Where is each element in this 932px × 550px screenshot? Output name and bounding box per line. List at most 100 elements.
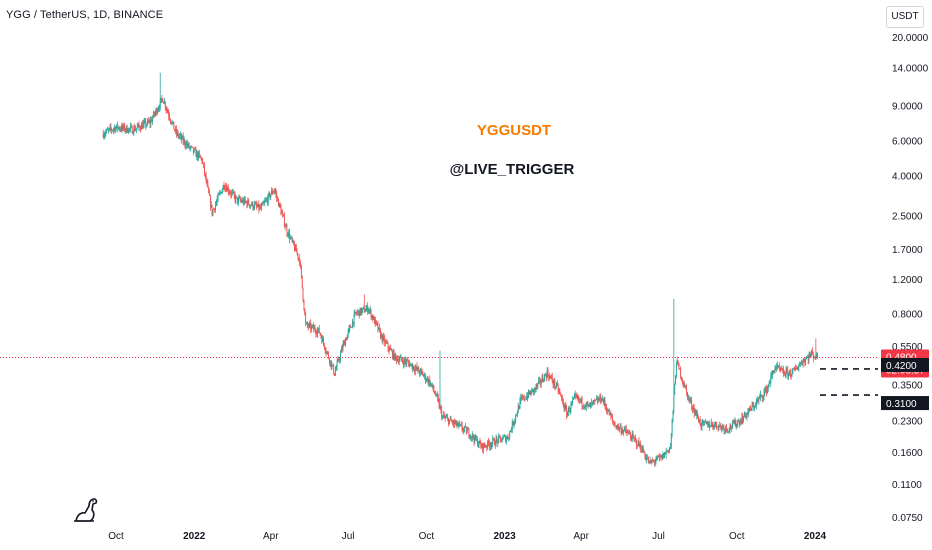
candle-body (646, 458, 648, 460)
candle-body (743, 412, 745, 418)
candle-body (136, 126, 138, 129)
candle-body (326, 351, 328, 353)
candle-body (232, 192, 234, 193)
candle-body (483, 443, 485, 447)
candle-body (601, 398, 603, 401)
candle-body (475, 435, 477, 440)
candle-body (635, 438, 637, 440)
candle-body (516, 414, 517, 416)
candle-body (186, 143, 188, 146)
x-tick-label: 2023 (493, 531, 516, 542)
candle-body (436, 394, 438, 398)
candle-body (556, 383, 558, 386)
candle-body (266, 199, 267, 201)
candle-body (608, 409, 610, 416)
candle-body (647, 458, 649, 463)
candle-body (715, 421, 716, 425)
candle-body (380, 334, 382, 338)
candle-body (481, 443, 483, 447)
candle-body (202, 161, 204, 164)
candle-body (530, 391, 532, 395)
candle-body (158, 108, 159, 111)
candle-body (492, 438, 494, 444)
x-tick-label: Jul (342, 531, 355, 542)
candle-body (198, 152, 199, 159)
candle-body (609, 413, 611, 416)
candle-body (446, 417, 448, 419)
candle-body (508, 437, 510, 440)
candle-body (675, 376, 676, 385)
candle-body (420, 369, 422, 371)
currency-button[interactable]: USDT (886, 6, 924, 28)
candle-body (437, 397, 439, 401)
candle-body (565, 405, 567, 409)
candle-body (580, 398, 582, 402)
symbol-header[interactable]: YGG / TetherUS, 1D, BINANCE (6, 9, 164, 21)
y-tick-label: 20.0000 (892, 33, 929, 44)
candle-body (356, 312, 358, 314)
candle-body (371, 315, 373, 318)
candle-body (738, 421, 739, 422)
tradingview-dino-icon[interactable] (72, 494, 98, 529)
candle-body (695, 411, 697, 416)
candle-body (665, 451, 667, 455)
time-axis[interactable]: Oct 2022 Apr Jul Oct 2023 Apr Jul Oct 2024 (108, 531, 826, 542)
candle-body (710, 422, 712, 427)
candle-body (623, 430, 625, 433)
candle-body (453, 420, 455, 424)
candle-body (421, 370, 423, 373)
candle-body (241, 200, 243, 203)
candle-body (322, 338, 324, 343)
candle-body (463, 428, 465, 431)
candle-body (103, 135, 105, 138)
candle-body (189, 147, 191, 148)
candle-body (110, 126, 112, 130)
y-tick-label: 0.0750 (892, 513, 923, 524)
candle-body (255, 203, 257, 207)
candle-body (755, 405, 756, 407)
candle-body (328, 353, 330, 359)
candle-body (325, 351, 327, 353)
candle-body (593, 400, 595, 402)
candle-body (171, 122, 173, 124)
candle-body (339, 359, 341, 361)
candle-body (789, 371, 791, 376)
candle-body (466, 430, 468, 434)
candle-body (742, 416, 744, 422)
candle-body (162, 99, 164, 102)
candle-body (427, 378, 429, 384)
candle-body (795, 367, 797, 370)
candle-body (630, 434, 631, 438)
candle-body (453, 420, 455, 424)
candle-body (199, 155, 201, 158)
candle-body (817, 353, 819, 359)
candle-body (634, 438, 636, 439)
candle-body (206, 181, 208, 184)
y-tick-label: 0.5500 (892, 342, 923, 353)
candle-body (485, 446, 487, 447)
candle-body (271, 190, 273, 195)
y-tick-label: 2.5000 (892, 212, 923, 223)
candle-body (417, 367, 419, 370)
candle-body (678, 363, 680, 369)
candle-body (717, 426, 719, 430)
candle-body (804, 360, 806, 363)
candle-body (772, 371, 773, 376)
candle-body (252, 202, 254, 209)
candle-body (534, 388, 536, 390)
candle-body (297, 253, 299, 258)
candle-body (261, 203, 263, 206)
candle-body (111, 129, 113, 131)
candle-body (385, 341, 387, 344)
candle-body (124, 129, 126, 131)
candle-body (302, 287, 304, 301)
candle-body (174, 129, 176, 131)
candle-body (391, 349, 392, 351)
candle-body (357, 312, 358, 314)
candle-body (628, 432, 630, 434)
price-axis[interactable]: 20.0000 14.0000 9.0000 6.0000 4.0000 2.5000 1.… (892, 33, 929, 524)
candle-body (248, 200, 250, 205)
candle-body (796, 369, 798, 370)
